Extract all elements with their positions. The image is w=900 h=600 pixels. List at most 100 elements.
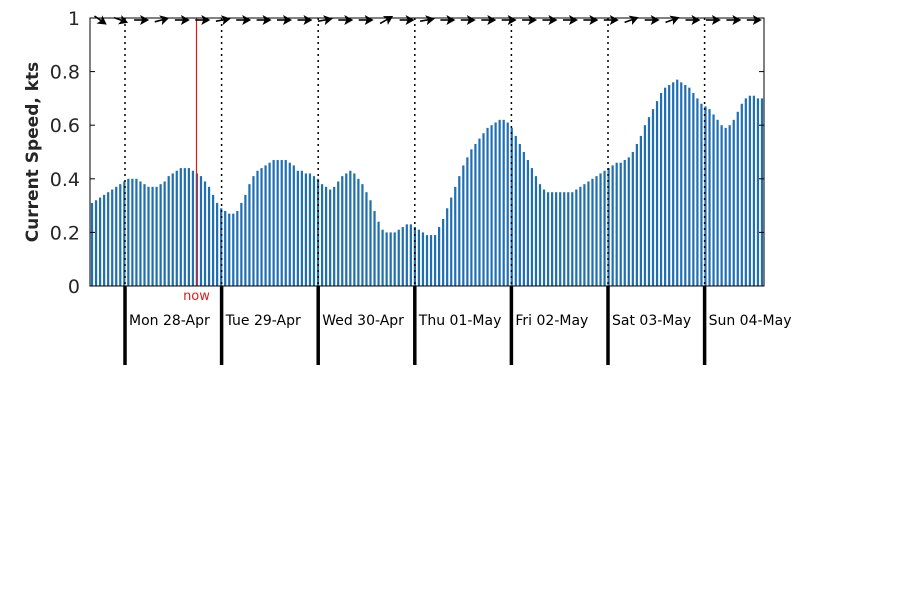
- bar: [752, 95, 756, 286]
- bar: [425, 235, 429, 286]
- direction-arrow-icon: [256, 15, 272, 25]
- bar: [442, 219, 445, 286]
- direction-arrow-icon: [603, 15, 619, 25]
- bars-layer: [90, 79, 764, 287]
- direction-arrow-icon: [522, 15, 538, 25]
- y-tick-label: 0.6: [50, 115, 80, 137]
- bar: [502, 119, 505, 286]
- bar: [672, 82, 675, 286]
- bar: [98, 197, 102, 286]
- bar: [337, 181, 340, 286]
- bar: [748, 95, 751, 286]
- bar: [135, 178, 138, 286]
- bar: [216, 202, 219, 286]
- bar: [655, 101, 659, 286]
- day-label: Thu 01-May: [418, 313, 502, 329]
- bar: [611, 165, 614, 286]
- bar: [280, 160, 283, 286]
- bar: [486, 127, 489, 286]
- bar: [171, 173, 174, 286]
- bar: [482, 133, 485, 286]
- bar: [308, 173, 312, 286]
- bar: [514, 135, 517, 286]
- bar: [546, 192, 550, 286]
- bar: [155, 186, 158, 286]
- bar: [760, 98, 764, 287]
- bar: [595, 176, 598, 286]
- bar: [555, 192, 558, 286]
- bar: [526, 160, 530, 286]
- bar: [542, 189, 546, 286]
- bar: [127, 178, 130, 286]
- bar: [700, 103, 703, 286]
- bar: [478, 138, 481, 286]
- bar: [454, 186, 457, 286]
- direction-arrow-icon: [154, 15, 170, 26]
- bar: [260, 168, 263, 286]
- bar: [115, 186, 118, 286]
- bar: [131, 178, 134, 286]
- bar: [389, 232, 392, 286]
- day-labels-layer: Mon 28-Apr Tue 29-Apr Wed 30-Apr Thu 01-May…: [129, 313, 792, 329]
- direction-arrow-icon: [399, 15, 415, 25]
- bar: [187, 168, 190, 286]
- bar: [631, 152, 634, 286]
- bar: [167, 176, 170, 286]
- bar: [284, 160, 287, 286]
- direction-arrow-icon: [236, 15, 252, 25]
- bar: [401, 227, 404, 286]
- bar: [211, 194, 215, 286]
- bar: [736, 111, 739, 286]
- bar: [659, 93, 663, 286]
- bar: [643, 125, 647, 286]
- bar: [639, 135, 643, 286]
- bar: [563, 192, 566, 286]
- bar: [244, 194, 247, 286]
- bar: [740, 103, 743, 286]
- direction-arrow-icon: [419, 15, 435, 26]
- bar: [272, 160, 275, 286]
- now-marker-layer: now: [183, 18, 210, 304]
- direction-arrow-icon: [644, 15, 660, 25]
- bar: [627, 157, 630, 286]
- axes-layer: [89, 17, 765, 287]
- bar: [664, 87, 667, 287]
- bar: [107, 192, 110, 286]
- bar: [207, 186, 211, 286]
- direction-arrow-icon: [195, 15, 211, 25]
- bar: [462, 165, 465, 286]
- bar: [623, 160, 626, 286]
- bar: [276, 160, 279, 286]
- bar: [676, 79, 679, 286]
- bar: [397, 229, 400, 286]
- bar: [607, 168, 610, 286]
- bar: [316, 178, 320, 286]
- y-tick-label: 0.8: [50, 62, 80, 84]
- bar: [668, 85, 671, 286]
- bar: [603, 170, 606, 286]
- bar: [264, 165, 267, 286]
- direction-arrow-icon: [94, 15, 107, 25]
- bar: [292, 165, 295, 286]
- bar: [530, 168, 534, 286]
- bar: [575, 189, 578, 286]
- bar: [534, 176, 538, 286]
- bar: [417, 229, 421, 286]
- y-axis-ticks: 0 0.2 0.4 0.6 0.8 1: [50, 8, 764, 298]
- bar: [341, 176, 344, 286]
- bar: [510, 127, 513, 286]
- bar: [256, 170, 259, 286]
- y-tick-label: 0.4: [50, 169, 80, 191]
- bar: [90, 202, 94, 286]
- bar: [224, 210, 227, 286]
- bar: [228, 213, 231, 286]
- day-label: Sun 04-May: [709, 313, 792, 329]
- bar: [381, 229, 384, 286]
- bar: [413, 227, 416, 286]
- bar: [587, 181, 590, 286]
- bar: [506, 122, 509, 287]
- bar: [312, 176, 316, 286]
- bar: [732, 119, 735, 286]
